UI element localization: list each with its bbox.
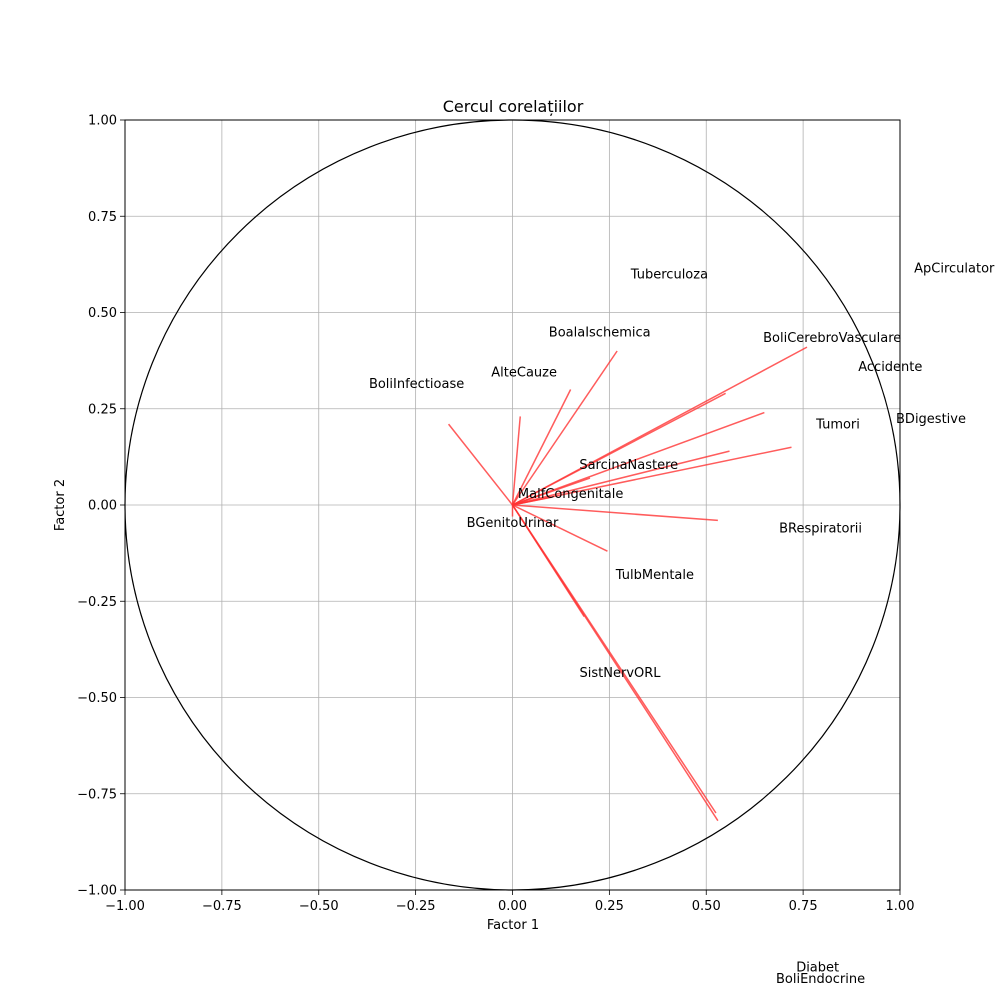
label-boliinfectioase: BoliInfectioase xyxy=(369,377,464,392)
y-tick-label: 0.25 xyxy=(88,402,117,417)
loading-arrows xyxy=(447,346,808,822)
label-altecauze: AlteCauze xyxy=(491,366,557,381)
label-bgenitourinar: BGenitoUrinar xyxy=(467,516,559,531)
label-brespiratorii: BRespiratorii xyxy=(779,522,862,537)
x-tick-label: 0.00 xyxy=(498,899,527,914)
x-tick-label: 0.50 xyxy=(692,899,721,914)
label-tumori: Tumori xyxy=(815,418,860,433)
y-tick-label: −1.00 xyxy=(77,884,117,899)
y-tick-label: 1.00 xyxy=(88,114,117,129)
label-tulbmentale: TulbMentale xyxy=(615,568,694,583)
y-tick-label: 0.50 xyxy=(88,306,117,321)
label-tuberculoza: Tuberculoza xyxy=(630,268,708,283)
x-tick-label: −0.75 xyxy=(202,899,242,914)
label-bolicerebrovasculare: BoliCerebroVasculare xyxy=(763,331,901,346)
arrow-tuberculoza xyxy=(511,350,618,506)
y-tick-label: 0.75 xyxy=(88,210,117,225)
arrow-boliinfectioase xyxy=(447,423,514,506)
label-diabet: Diabet xyxy=(796,961,839,976)
arrow-bdigestive xyxy=(512,446,792,506)
label-bdigestive: BDigestive xyxy=(896,412,966,427)
arrow-accidente xyxy=(512,411,765,506)
y-tick-label: 0.00 xyxy=(88,499,117,514)
x-tick-label: 0.75 xyxy=(789,899,818,914)
x-tick-label: 0.25 xyxy=(595,899,624,914)
y-axis-ticks: −1.00 −0.75 −0.50 −0.25 0.00 0.25 0.50 0.75 1.00 xyxy=(77,114,125,899)
arrow-brespiratorii xyxy=(512,504,718,522)
label-accidente: Accidente xyxy=(858,360,922,375)
y-tick-label: −0.75 xyxy=(77,787,117,802)
y-tick-label: −0.50 xyxy=(77,691,117,706)
label-boalaischemica: BoalaIschemica xyxy=(549,325,651,340)
variable-labels: ApCirculator Tuberculoza BoalaIschemica Bol… xyxy=(369,262,995,987)
arrow-sarcinanastere xyxy=(512,477,591,506)
chart-title: Cercul corelațiilor xyxy=(443,97,584,116)
y-axis-label: Factor 2 xyxy=(53,479,68,531)
x-tick-label: 1.00 xyxy=(886,899,915,914)
y-tick-label: −0.25 xyxy=(77,595,117,610)
arrow-tumori xyxy=(512,450,730,506)
x-axis-label: Factor 1 xyxy=(487,918,539,933)
arrow-malfcongenitale xyxy=(512,496,552,506)
x-tick-label: −1.00 xyxy=(105,899,145,914)
arrow-altecauze xyxy=(511,416,521,506)
label-boliendocrine: BoliEndocrine xyxy=(776,972,865,987)
label-apcirculator: ApCirculator xyxy=(914,262,995,277)
label-sarcinanastere: SarcinaNastere xyxy=(579,458,678,473)
label-sistnervorl: SistNervORL xyxy=(580,666,662,681)
arrow-boalaischemica xyxy=(511,389,572,506)
x-tick-label: −0.25 xyxy=(396,899,436,914)
x-tick-label: −0.50 xyxy=(299,899,339,914)
arrow-tulbmentale xyxy=(512,504,608,552)
label-malfcongenitale: MalfCongenitale xyxy=(518,487,623,502)
arrow-bolicerebrovasculare xyxy=(512,392,726,506)
x-axis-ticks: −1.00 −0.75 −0.50 −0.25 0.00 0.25 0.50 0.75 1.00 xyxy=(105,890,914,914)
arrow-boliendocrine xyxy=(511,504,719,822)
